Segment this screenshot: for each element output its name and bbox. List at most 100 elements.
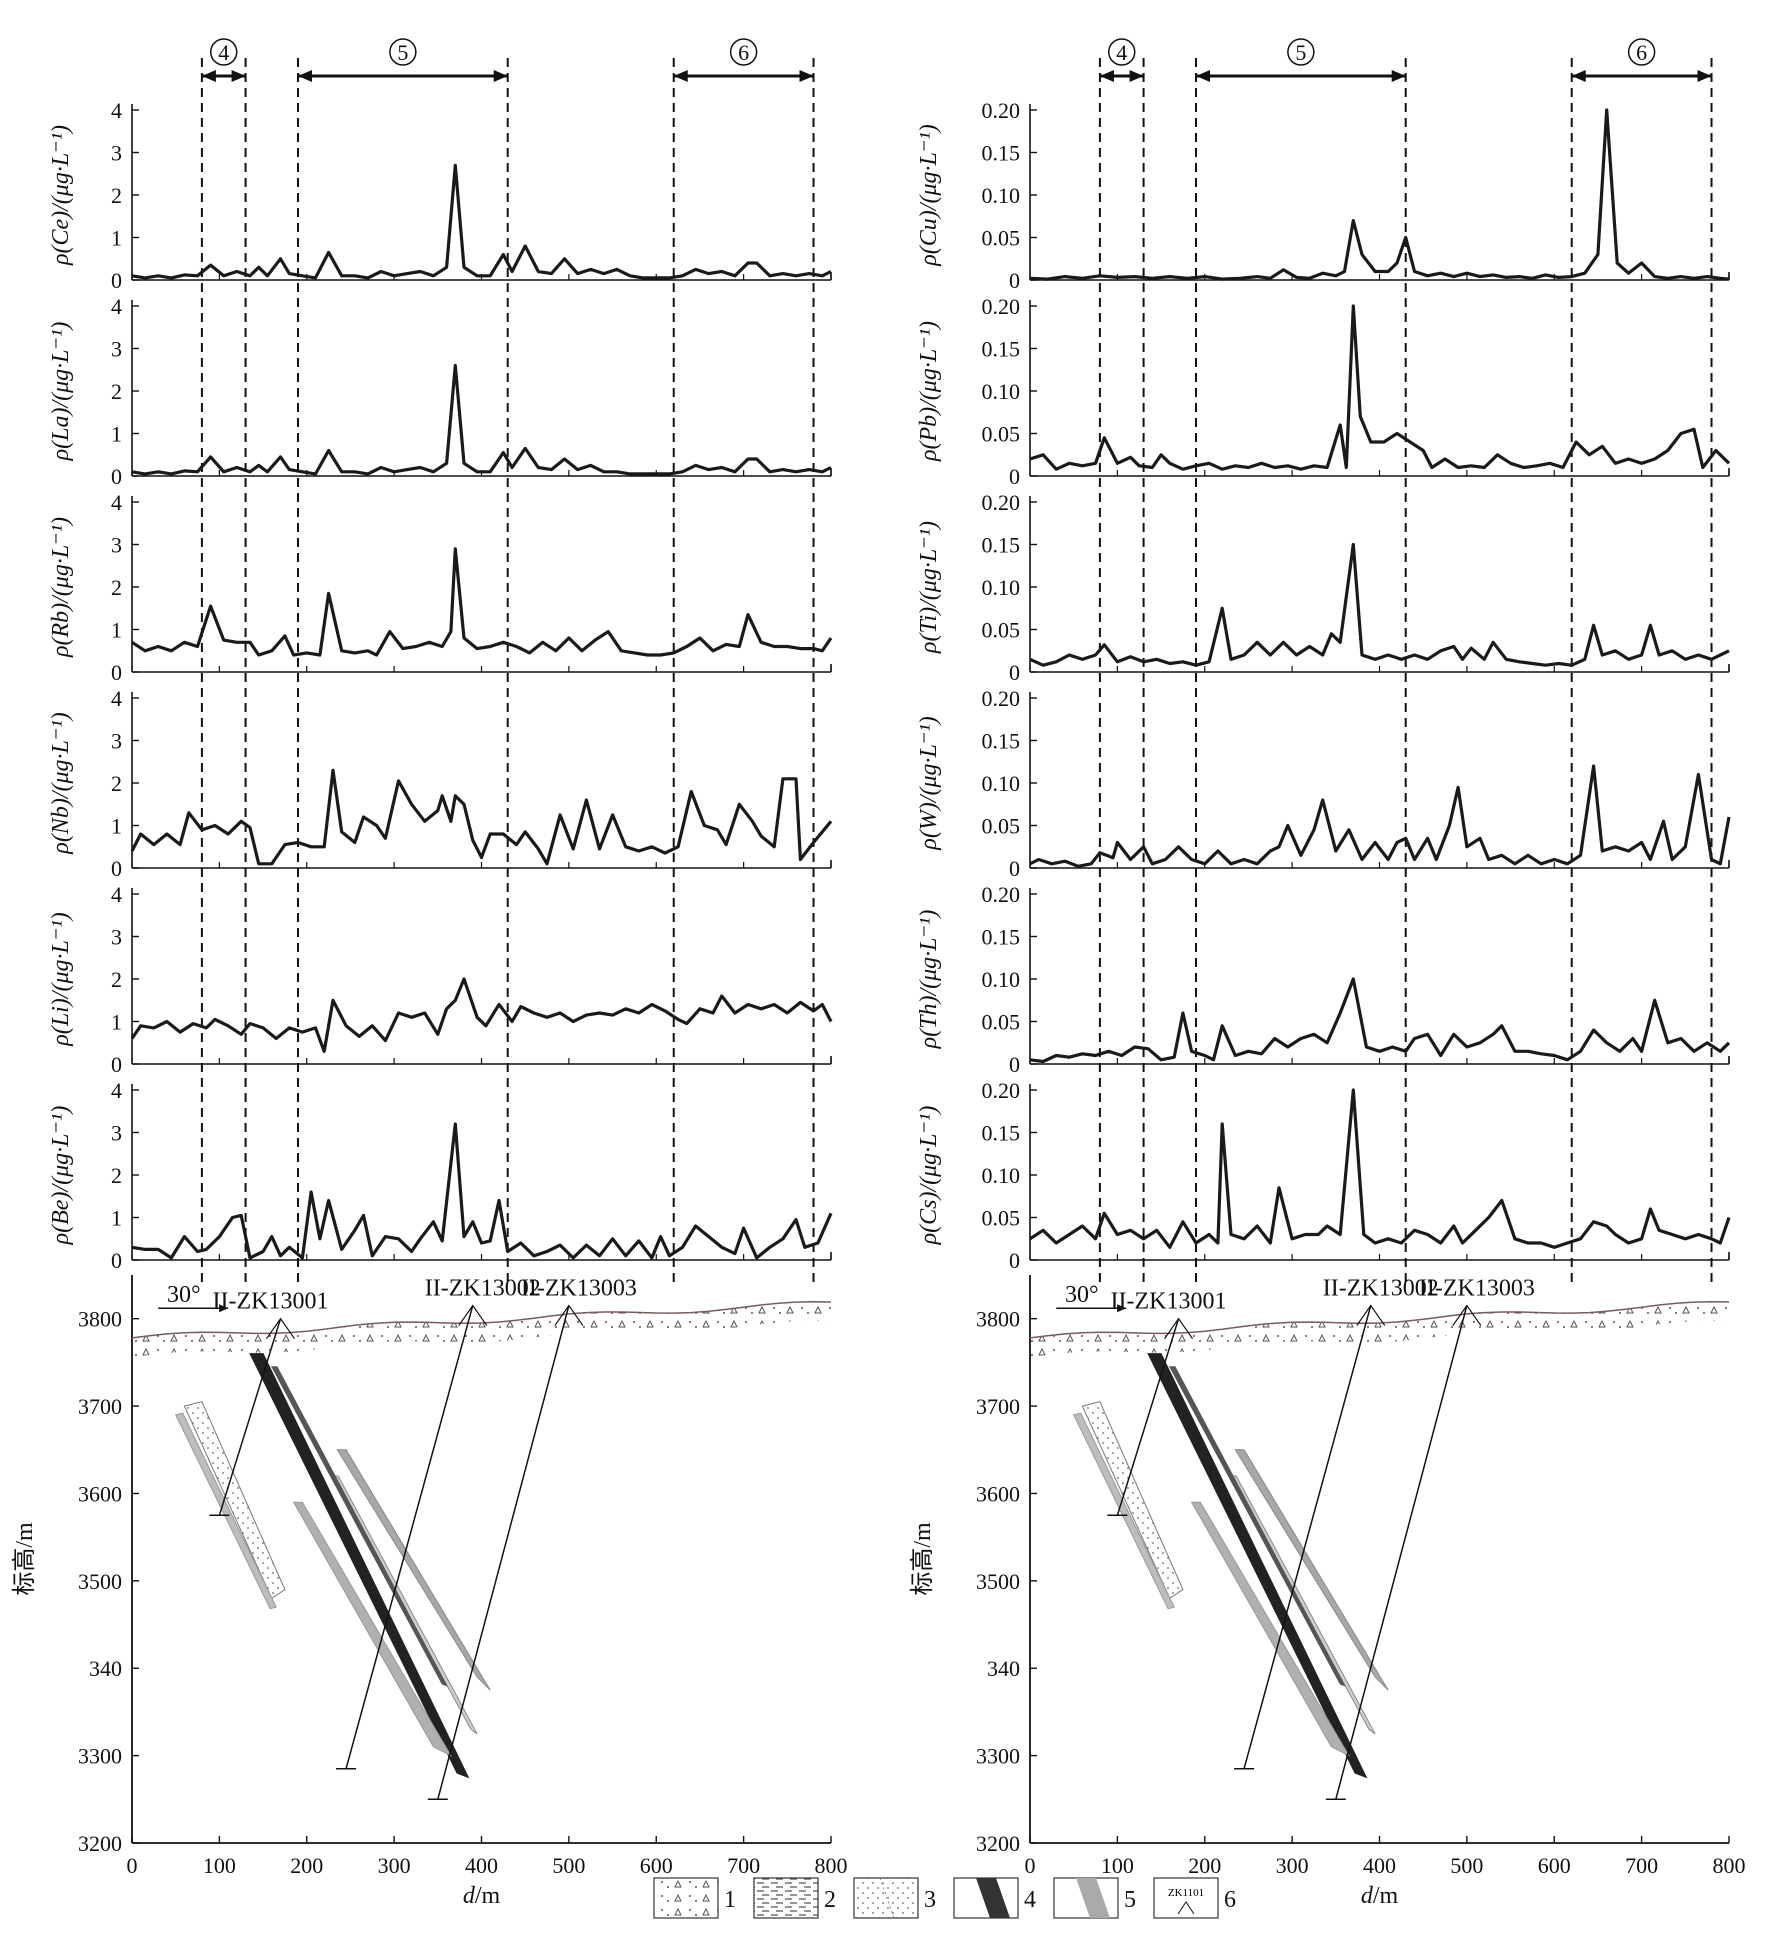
surface-line (131, 1301, 832, 1339)
borehole-collar (458, 1304, 488, 1326)
y-axis-label: ρ(Cs)/(μg·L⁻¹) (916, 1106, 942, 1246)
legend-item-4: 4 (953, 1877, 1036, 1919)
panel-ρ(Rb)/(μg·L⁻¹): 0 1 2 3 4 ρ(Rb)/(μg·L⁻¹) (48, 490, 833, 685)
section-y-tick-label: 3800 (78, 1307, 122, 1332)
legend-number: 4 (1024, 1887, 1036, 1913)
y-tick-label: 0.20 (982, 1078, 1021, 1103)
y-tick-label: 2 (111, 379, 122, 404)
legend-swatch (653, 1877, 719, 1919)
y-tick-label: 0.15 (982, 337, 1021, 362)
zone-arrowhead-right (231, 70, 246, 82)
y-tick-label: 0.15 (982, 1121, 1021, 1146)
dip-label: 30° (167, 1282, 201, 1308)
section-x-tick-label: 500 (552, 1853, 585, 1878)
y-tick-label: 0.20 (982, 294, 1021, 319)
section-x-axis-label: d/m (1361, 1883, 1399, 1909)
section-y-tick-label: 3300 (78, 1744, 122, 1769)
section-x-tick-label: 100 (1101, 1853, 1134, 1878)
zone-label-circle (209, 38, 238, 66)
section-y-tick-label: 340 (987, 1656, 1020, 1681)
left-chart-column: 4 5 6 0 1 2 3 4 ρ(Ce)/(μg·L⁻¹) 0 1 2 3 4 ρ(La)/(μg·L⁻¹… (11, 38, 848, 1909)
zone-arrowhead-right (799, 70, 814, 82)
legend-borehole-symbol (1177, 1901, 1195, 1915)
y-tick-label: 4 (111, 882, 122, 907)
y-axis-label: ρ(Li)/(μg·L⁻¹) (48, 912, 74, 1046)
y-tick-label: 2 (111, 967, 122, 992)
borehole-collar (1164, 1317, 1194, 1340)
borehole-3: II-ZK13003 (1325, 1276, 1535, 1801)
y-tick-label: 2 (111, 1163, 122, 1188)
y-axis-label: ρ(Rb)/(μg·L⁻¹) (48, 517, 74, 658)
y-tick-label: 3 (111, 337, 122, 362)
borehole-label: II-ZK13001 (213, 1289, 329, 1315)
y-tick-label: 0.05 (982, 814, 1021, 839)
section-x-tick-label: 800 (815, 1853, 848, 1878)
section-x-tick-label: 200 (1188, 1853, 1221, 1878)
section-y-axis-label: 标高/m (909, 1522, 936, 1596)
ore-zone-grey (1072, 1412, 1175, 1610)
y-tick-label: 0 (1009, 1052, 1020, 1077)
zone-arrowhead-left (298, 70, 313, 82)
zone-label: 6 (1636, 40, 1647, 65)
section-y-tick-label: 3300 (976, 1744, 1020, 1769)
zone-label: 5 (397, 40, 408, 65)
y-tick-label: 1 (111, 814, 122, 839)
legend-swatch (853, 1877, 919, 1919)
y-tick-label: 0 (111, 660, 122, 685)
series-line (131, 1122, 833, 1260)
panel-ρ(Cu)/(μg·L⁻¹): 0 0.05 0.10 0.15 0.20 ρ(Cu)/(μg·L⁻¹) (916, 98, 1730, 293)
y-tick-label: 1 (111, 226, 122, 251)
y-tick-label: 0.15 (982, 925, 1021, 950)
borehole-label: II-ZK13002 (425, 1276, 541, 1302)
zone-arrowhead-right (1697, 70, 1712, 82)
right-chart-column: 4 5 600.050.100.150.20ρ(Cu)/(μg·L⁻¹)00.050… (909, 38, 1746, 1909)
series-line (1029, 1088, 1731, 1249)
section-x-tick-label: 800 (1713, 1853, 1746, 1878)
panel-ρ(W)/(μg·L⁻¹): 0 0.05 0.10 0.15 0.20 ρ(W)/(μg·L⁻¹) (916, 686, 1731, 881)
zone-4-right: 4 (1099, 38, 1144, 82)
zone-arrowhead-right (1391, 70, 1406, 82)
y-tick-label: 0.10 (982, 575, 1021, 600)
legend-dark-band (976, 1878, 1010, 1918)
panel-ρ(Be)/(μg·L⁻¹): 0 1 2 3 4 ρ(Be)/(μg·L⁻¹) (48, 1078, 833, 1273)
zone-label: 6 (738, 40, 749, 65)
borehole-2: II-ZK13002 (336, 1276, 541, 1770)
borehole-trace (1335, 1305, 1468, 1800)
section-x-tick-label: 500 (1450, 1853, 1483, 1878)
legend-swatch (753, 1877, 819, 1919)
section-x-tick-label: 0 (1025, 1853, 1036, 1878)
legend-item-6: ZK1101 6 (1153, 1877, 1236, 1919)
y-tick-label: 4 (111, 686, 122, 711)
legend-grey-band (1076, 1878, 1110, 1918)
legend-number: 5 (1124, 1887, 1136, 1913)
section-y-tick-label: 3600 (78, 1481, 122, 1506)
y-axis-label: ρ(Cu)/(μg·L⁻¹) (916, 124, 942, 266)
section-x-tick-label: 400 (1363, 1853, 1396, 1878)
series-line (1029, 108, 1730, 281)
ore-zone-grey (1190, 1501, 1351, 1757)
y-tick-label: 0.05 (982, 1010, 1021, 1035)
y-tick-label: 3 (111, 1121, 122, 1146)
borehole-label: II-ZK13003 (521, 1276, 637, 1302)
y-tick-label: 0.05 (982, 226, 1021, 251)
zone-label-circle (729, 38, 758, 66)
legend-item-5: 5 (1053, 1877, 1136, 1919)
zone-6-left: 6 (673, 38, 814, 82)
section-y-tick-label: 3200 (976, 1831, 1020, 1856)
section-y-tick-label: 3500 (976, 1569, 1020, 1594)
borehole-1: II-ZK13001 (1107, 1289, 1227, 1517)
y-tick-label: 0 (1009, 268, 1020, 293)
section-x-tick-label: 100 (203, 1853, 236, 1878)
zone-label-circle (1627, 38, 1656, 66)
y-axis-label: ρ(Be)/(μg·L⁻¹) (48, 1106, 74, 1246)
borehole-label: II-ZK13002 (1323, 1276, 1439, 1302)
y-tick-label: 0.10 (982, 967, 1021, 992)
section-x-tick-label: 600 (640, 1853, 673, 1878)
panel-ρ(Pb)/(μg·L⁻¹): 0 0.05 0.10 0.15 0.20 ρ(Pb)/(μg·L⁻¹) (916, 294, 1731, 489)
y-axis-label: ρ(La)/(μg·L⁻¹) (48, 322, 74, 462)
legend-borehole-label: ZK1101 (1168, 1887, 1204, 1899)
legend-number: 3 (924, 1887, 936, 1913)
section-y-tick-label: 3200 (78, 1831, 122, 1856)
cross-section-right: 3200 3300 340 3500 3600 3700 3800 0 100 200 300 400… (909, 1275, 1746, 1909)
